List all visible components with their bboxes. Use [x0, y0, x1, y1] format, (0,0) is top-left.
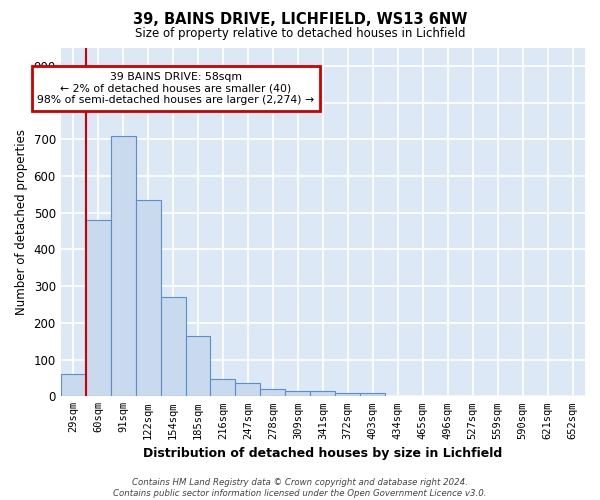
Bar — [260, 389, 286, 396]
Y-axis label: Number of detached properties: Number of detached properties — [15, 129, 28, 315]
Text: Size of property relative to detached houses in Lichfield: Size of property relative to detached ho… — [135, 28, 465, 40]
Bar — [360, 394, 385, 396]
Bar — [185, 336, 211, 396]
Bar — [235, 384, 260, 396]
Bar — [161, 297, 185, 396]
Bar — [335, 394, 360, 396]
Bar — [310, 391, 335, 396]
Bar — [110, 136, 136, 396]
Bar — [136, 200, 161, 396]
Text: Contains HM Land Registry data © Crown copyright and database right 2024.
Contai: Contains HM Land Registry data © Crown c… — [113, 478, 487, 498]
Text: 39, BAINS DRIVE, LICHFIELD, WS13 6NW: 39, BAINS DRIVE, LICHFIELD, WS13 6NW — [133, 12, 467, 28]
Bar — [211, 379, 235, 396]
X-axis label: Distribution of detached houses by size in Lichfield: Distribution of detached houses by size … — [143, 447, 502, 460]
Text: 39 BAINS DRIVE: 58sqm
← 2% of detached houses are smaller (40)
98% of semi-detac: 39 BAINS DRIVE: 58sqm ← 2% of detached h… — [37, 72, 314, 105]
Bar — [61, 374, 86, 396]
Bar — [286, 391, 310, 396]
Bar — [86, 220, 110, 396]
